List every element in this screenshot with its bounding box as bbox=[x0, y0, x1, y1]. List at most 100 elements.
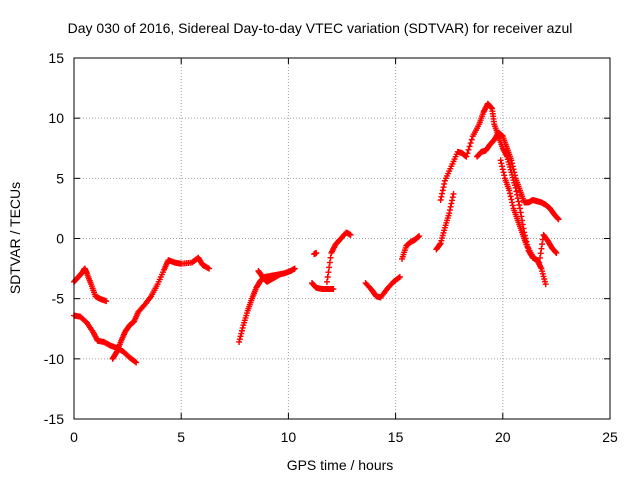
data-point bbox=[291, 265, 298, 272]
data-point bbox=[497, 157, 504, 164]
x-tick-label: 10 bbox=[281, 429, 297, 445]
data-point bbox=[500, 169, 507, 176]
plot-area: 0 5 10 15 20 25 -15 -10 -5 0 5 10 15 bbox=[44, 50, 618, 445]
data-point bbox=[467, 140, 474, 147]
data-point bbox=[498, 160, 505, 167]
data-point bbox=[313, 249, 320, 256]
data-point bbox=[514, 195, 521, 202]
x-tick-label: 25 bbox=[602, 429, 618, 445]
data-point bbox=[449, 197, 456, 204]
data-point bbox=[552, 249, 559, 256]
data-point bbox=[395, 274, 402, 281]
data-point bbox=[347, 231, 354, 238]
data-point bbox=[447, 203, 454, 210]
data-point bbox=[518, 213, 525, 220]
data-point bbox=[236, 336, 243, 343]
y-axis-label: SDTVAR / TECUs bbox=[7, 182, 23, 294]
series-arc-3 bbox=[109, 254, 213, 362]
x-tick-label: 15 bbox=[388, 429, 404, 445]
data-point bbox=[439, 187, 446, 194]
data-point bbox=[450, 190, 457, 197]
y-tick-label: 10 bbox=[48, 110, 64, 126]
data-point bbox=[325, 269, 332, 276]
data-point bbox=[509, 163, 516, 170]
data-point bbox=[468, 136, 475, 143]
data-point bbox=[206, 265, 213, 272]
data-point bbox=[555, 216, 562, 223]
data-point bbox=[509, 160, 516, 167]
data-point bbox=[537, 250, 544, 257]
data-point bbox=[439, 190, 446, 197]
data-point bbox=[323, 278, 330, 285]
data-point bbox=[539, 241, 546, 248]
data-point bbox=[536, 259, 543, 266]
data-point bbox=[438, 193, 445, 200]
data-point bbox=[113, 349, 120, 356]
y-tick-label: -10 bbox=[44, 351, 64, 367]
data-point bbox=[509, 199, 516, 206]
data-point bbox=[506, 190, 513, 197]
data-point bbox=[465, 146, 472, 153]
chart-title: Day 030 of 2016, Sidereal Day-to-day VTE… bbox=[68, 20, 573, 36]
data-point bbox=[396, 274, 403, 281]
data-point bbox=[516, 202, 523, 209]
x-tick-label: 0 bbox=[70, 429, 78, 445]
data-point bbox=[416, 233, 423, 240]
data-point bbox=[510, 166, 517, 173]
data-point bbox=[466, 143, 473, 150]
data-point bbox=[326, 259, 333, 266]
series-arc-13 bbox=[474, 129, 562, 223]
data-points bbox=[71, 100, 562, 366]
data-point bbox=[499, 166, 506, 173]
data-point bbox=[508, 196, 515, 203]
data-point bbox=[437, 196, 444, 203]
series-arc-8 bbox=[323, 229, 354, 285]
plot-frame bbox=[73, 57, 611, 420]
data-point bbox=[464, 150, 471, 157]
data-point bbox=[542, 281, 549, 288]
data-point bbox=[517, 209, 524, 216]
data-point bbox=[236, 338, 243, 345]
series-arc-2 bbox=[71, 312, 140, 366]
series-arc-11 bbox=[433, 190, 457, 253]
data-point bbox=[326, 264, 333, 271]
series-arc-14 bbox=[497, 157, 560, 266]
data-point bbox=[132, 358, 139, 365]
y-tick-label: 0 bbox=[56, 231, 64, 247]
data-point bbox=[440, 184, 447, 191]
data-point bbox=[237, 333, 244, 340]
data-point bbox=[446, 210, 453, 217]
data-point bbox=[515, 198, 522, 205]
data-point bbox=[509, 202, 516, 209]
data-point bbox=[238, 327, 245, 334]
data-point bbox=[276, 271, 283, 278]
data-point bbox=[103, 298, 110, 305]
data-point bbox=[516, 205, 523, 212]
x-ticks: 0 5 10 15 20 25 bbox=[70, 58, 618, 445]
series-arc-7 bbox=[311, 249, 320, 258]
x-tick-label: 20 bbox=[495, 429, 511, 445]
data-point bbox=[511, 172, 518, 179]
data-point bbox=[441, 180, 448, 187]
data-point bbox=[511, 169, 518, 176]
data-point bbox=[553, 249, 560, 256]
data-point bbox=[330, 286, 337, 293]
y-tick-label: -15 bbox=[44, 411, 64, 427]
data-point bbox=[436, 241, 443, 248]
data-point bbox=[324, 274, 331, 281]
data-point bbox=[463, 153, 470, 160]
y-tick-label: -5 bbox=[52, 291, 65, 307]
series-arc-10 bbox=[399, 233, 423, 262]
data-point bbox=[538, 245, 545, 252]
y-tick-label: 5 bbox=[56, 170, 64, 186]
data-point bbox=[501, 172, 508, 179]
data-point bbox=[506, 187, 513, 194]
data-point bbox=[133, 359, 140, 366]
data-point bbox=[446, 207, 453, 214]
x-tick-label: 5 bbox=[177, 429, 185, 445]
data-point bbox=[536, 254, 543, 261]
data-point bbox=[508, 157, 515, 164]
data-point bbox=[507, 193, 514, 200]
series-arc-1 bbox=[71, 265, 110, 305]
